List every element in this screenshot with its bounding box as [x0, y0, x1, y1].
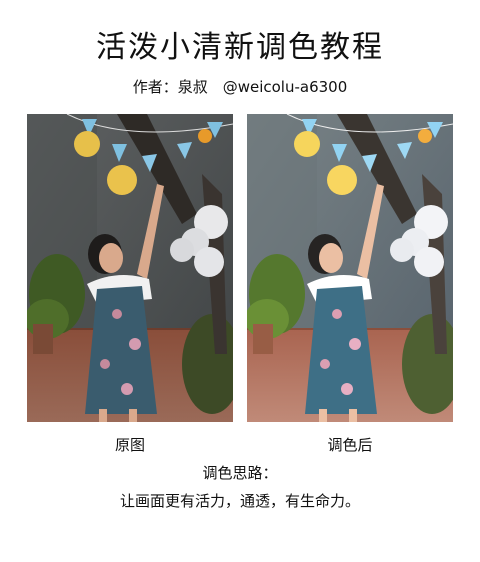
page-title: 活泼小清新调色教程 [96, 30, 384, 65]
author-line: 作者：泉叔 @weicolu-a6300 [132, 78, 348, 96]
grading-ideas-text: 让画面更有活力，通透，有生命力。 [119, 492, 360, 510]
photo-graded [247, 114, 453, 422]
photo-original [27, 114, 233, 422]
grading-ideas-heading: 调色思路： [202, 464, 278, 482]
caption-original: 原图 [114, 436, 145, 454]
caption-graded: 调色后 [327, 436, 373, 454]
